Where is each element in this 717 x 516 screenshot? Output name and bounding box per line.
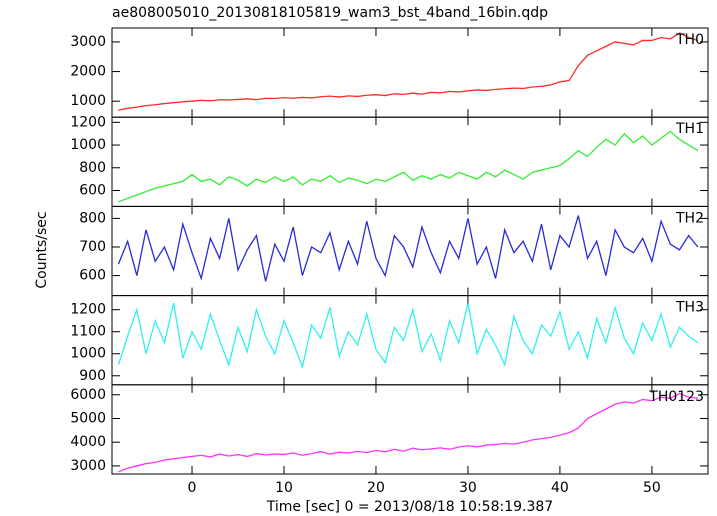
- x-tick-label: 50: [643, 480, 661, 496]
- y-tick-label: 800: [79, 210, 106, 226]
- x-tick-label: 10: [275, 480, 293, 496]
- y-tick-label: 900: [79, 368, 106, 384]
- light-curve: [117, 302, 699, 370]
- y-tick-label: 600: [79, 182, 106, 198]
- panel-label: TH1: [675, 121, 704, 137]
- light-curve: [118, 392, 698, 473]
- y-tick-label: 6000: [70, 387, 106, 403]
- chart-title: ae808005010_20130818105819_wam3_bst_4ban…: [112, 5, 548, 21]
- x-tick-label: 20: [367, 480, 385, 496]
- y-tick-label: 5000: [70, 410, 106, 426]
- y-tick-label: 1200: [70, 114, 106, 130]
- panel-frame: [111, 295, 709, 386]
- y-tick-label: 3000: [70, 34, 106, 50]
- panel-frame: [111, 205, 709, 297]
- panel-frame: [111, 384, 709, 475]
- x-axis-label: Time [sec] 0 = 2013/08/18 10:58:19.387: [266, 499, 553, 515]
- panel-frame: [111, 27, 709, 118]
- y-tick-label: 1000: [70, 137, 106, 153]
- panel-frame: [111, 116, 709, 207]
- panel-label: TH2: [675, 210, 704, 226]
- y-tick-label: 1000: [70, 93, 106, 109]
- y-tick-label: 4000: [70, 434, 106, 450]
- panel-label: TH0: [675, 32, 704, 48]
- x-tick-label: 0: [188, 480, 197, 496]
- y-tick-label: 700: [79, 239, 106, 255]
- light-curve: [118, 32, 699, 111]
- y-tick-label: 800: [79, 160, 106, 176]
- y-tick-label: 3000: [70, 458, 106, 474]
- x-tick-label: 40: [551, 480, 569, 496]
- light-curve: [117, 215, 699, 282]
- x-tick-label: 30: [459, 480, 477, 496]
- panel-label: TH3: [675, 300, 704, 316]
- y-tick-label: 2000: [70, 64, 106, 80]
- y-axis-label: Counts/sec: [34, 211, 50, 288]
- panel-label: TH0123: [648, 389, 704, 405]
- light-curve: [118, 130, 699, 203]
- y-tick-label: 1000: [70, 346, 106, 362]
- y-tick-label: 1200: [70, 302, 106, 318]
- y-tick-label: 600: [79, 268, 106, 284]
- y-tick-label: 1100: [70, 324, 106, 340]
